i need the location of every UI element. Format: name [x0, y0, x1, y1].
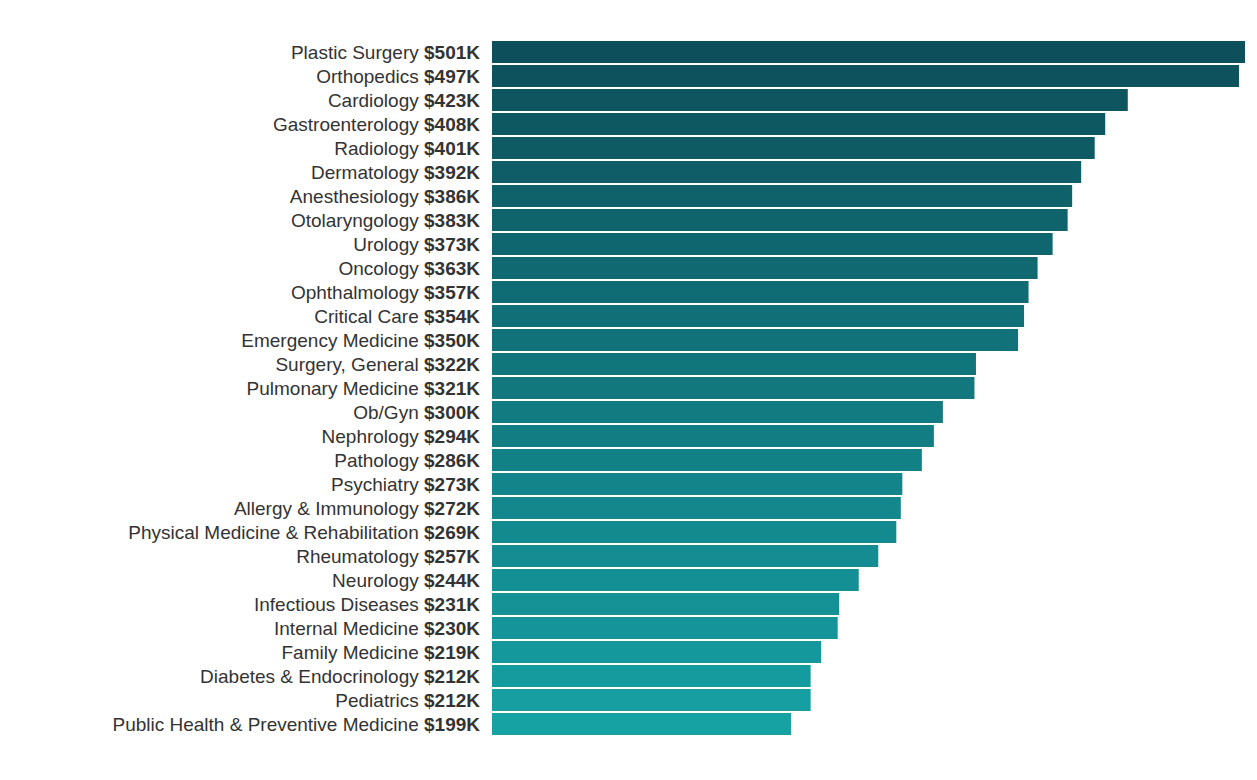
svg-text:Otolaryngology $383K: Otolaryngology $383K: [291, 210, 480, 231]
svg-text:Internal Medicine $230K: Internal Medicine $230K: [274, 618, 480, 639]
svg-text:Infectious Diseases $231K: Infectious Diseases $231K: [254, 594, 480, 615]
svg-text:Gastroenterology $408K: Gastroenterology $408K: [273, 114, 480, 135]
svg-text:Diabetes & Endocrinology $212K: Diabetes & Endocrinology $212K: [200, 666, 480, 687]
svg-text:Pathology $286K: Pathology $286K: [334, 450, 480, 471]
svg-text:Plastic Surgery $501K: Plastic Surgery $501K: [291, 42, 480, 63]
svg-text:Radiology $401K: Radiology $401K: [334, 138, 480, 159]
svg-text:Psychiatry $273K: Psychiatry $273K: [331, 474, 480, 495]
svg-text:Pulmonary Medicine $321K: Pulmonary Medicine $321K: [247, 378, 481, 399]
svg-text:Emergency Medicine $350K: Emergency Medicine $350K: [241, 330, 480, 351]
svg-text:Surgery, General $322K: Surgery, General $322K: [275, 354, 480, 375]
svg-text:Ophthalmology $357K: Ophthalmology $357K: [291, 282, 480, 303]
svg-text:Cardiology $423K: Cardiology $423K: [328, 90, 480, 111]
svg-text:Critical Care $354K: Critical Care $354K: [314, 306, 480, 327]
svg-text:Dermatology $392K: Dermatology $392K: [311, 162, 480, 183]
svg-text:Urology $373K: Urology $373K: [353, 234, 480, 255]
svg-text:Nephrology $294K: Nephrology $294K: [322, 426, 481, 447]
svg-text:Neurology $244K: Neurology $244K: [332, 570, 480, 591]
svg-text:Family Medicine $219K: Family Medicine $219K: [281, 642, 480, 663]
svg-text:Anesthesiology $386K: Anesthesiology $386K: [290, 186, 480, 207]
svg-text:Pediatrics $212K: Pediatrics $212K: [335, 690, 480, 711]
svg-text:Rheumatology $257K: Rheumatology $257K: [296, 546, 480, 567]
svg-text:Oncology $363K: Oncology $363K: [338, 258, 480, 279]
svg-text:Ob/Gyn $300K: Ob/Gyn $300K: [353, 402, 480, 423]
svg-text:Physical Medicine & Rehabilita: Physical Medicine & Rehabilitation $269K: [128, 522, 480, 543]
svg-text:Allergy & Immunology $272K: Allergy & Immunology $272K: [234, 498, 480, 519]
svg-text:Orthopedics $497K: Orthopedics $497K: [316, 66, 480, 87]
svg-text:Public Health & Preventive Med: Public Health & Preventive Medicine $199…: [112, 714, 480, 735]
